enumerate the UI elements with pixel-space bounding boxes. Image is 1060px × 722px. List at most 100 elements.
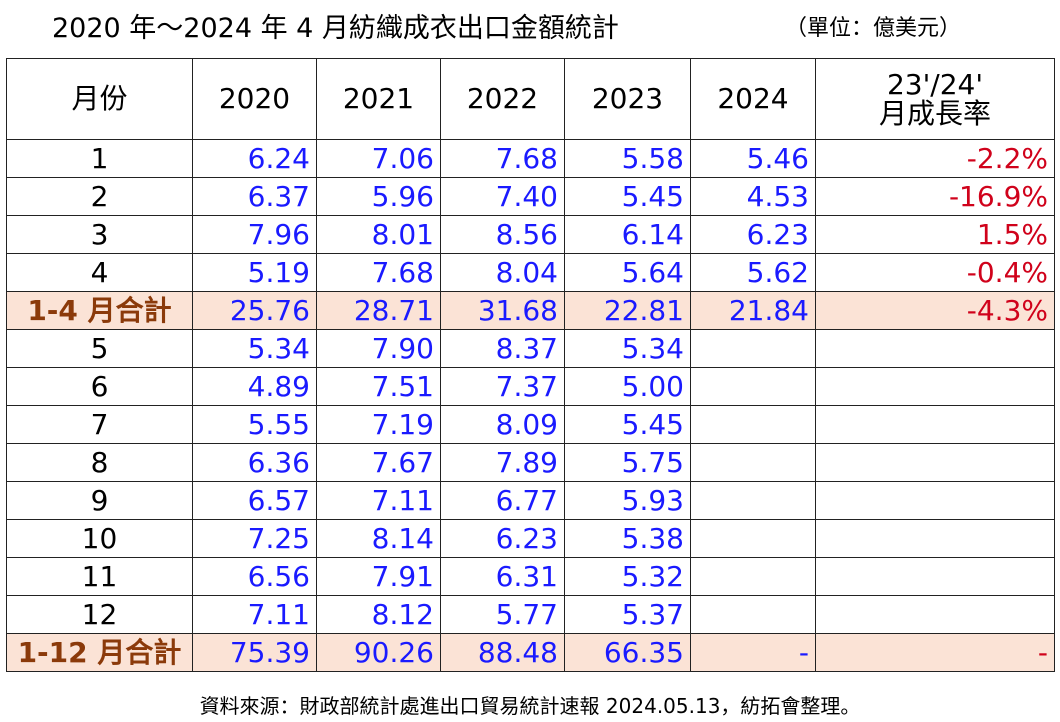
month-cell: 4 [6,253,193,292]
month-row: 2 6.37 5.96 7.40 5.45 4.53 -16.9% [6,177,1055,216]
value-cell: 7.19 [316,405,441,444]
month-row: 6 4.89 7.51 7.37 5.00 [6,367,1055,406]
value-cell: 5.77 [440,595,565,634]
total-row: 1-4 月合計 25.76 28.71 31.68 22.81 21.84 -4.3% [6,291,1055,330]
source-note: 資料來源：財政部統計處進出口貿易統計速報 2024.05.13，紡拓會整理。 [199,694,861,718]
month-cell: 1-12 月合計 [6,633,193,672]
value-cell: 6.23 [440,519,565,558]
month-row: 5 5.34 7.90 8.37 5.34 [6,329,1055,368]
value-cell: 6.57 [192,481,317,520]
month-cell: 9 [6,481,193,520]
value-cell: 25.76 [192,291,317,330]
value-cell: 7.37 [440,367,565,406]
value-cell: 6.31 [440,557,565,596]
growth-cell [815,557,1055,596]
header-line: 月成長率 [878,97,991,130]
value-cell: 7.68 [316,253,441,292]
value-cell: 8.12 [316,595,441,634]
growth-cell [815,519,1055,558]
growth-cell: -2.2% [815,139,1055,178]
value-cell: 5.46 [690,139,816,178]
growth-cell: - [815,633,1055,672]
month-cell: 12 [6,595,193,634]
value-cell: 66.35 [564,633,691,672]
value-cell: 6.37 [192,177,317,216]
growth-cell [815,595,1055,634]
value-cell: 7.11 [316,481,441,520]
value-cell: 7.89 [440,443,565,482]
value-cell: - [690,633,816,672]
month-row: 7 5.55 7.19 8.09 5.45 [6,405,1055,444]
unit-note: （單位：億美元） [785,16,962,41]
value-cell: 8.01 [316,215,441,254]
table-body: 1 6.24 7.06 7.68 5.58 5.46 -2.2% 2 6.37 5.96 7.40 5… [6,139,1055,672]
month-row: 11 6.56 7.91 6.31 5.32 [6,557,1055,596]
value-cell: 6.36 [192,443,317,482]
month-row: 9 6.57 7.11 6.77 5.93 [6,481,1055,520]
value-cell: 8.56 [440,215,565,254]
value-cell: 6.14 [564,215,691,254]
growth-cell [815,329,1055,368]
growth-cell [815,481,1055,520]
month-row: 10 7.25 8.14 6.23 5.38 [6,519,1055,558]
value-cell: 5.58 [564,139,691,178]
value-cell: 5.75 [564,443,691,482]
column-header: 月份 [6,58,193,140]
month-cell: 7 [6,405,193,444]
value-cell: 7.96 [192,215,317,254]
month-cell: 8 [6,443,193,482]
value-cell [690,329,816,368]
value-cell [690,595,816,634]
value-cell [690,557,816,596]
month-row: 12 7.11 8.12 5.77 5.37 [6,595,1055,634]
value-cell: 90.26 [316,633,441,672]
value-cell: 7.25 [192,519,317,558]
month-cell: 3 [6,215,193,254]
value-cell: 6.56 [192,557,317,596]
value-cell: 5.45 [564,405,691,444]
export-table: 月份 2020 2021 2022 2023 2024 23'/24' 月成長率 1 6.24 7… [6,58,1055,672]
value-cell: 8.04 [440,253,565,292]
growth-cell [815,405,1055,444]
month-cell: 1-4 月合計 [6,291,193,330]
month-cell: 10 [6,519,193,558]
table-head: 月份 2020 2021 2022 2023 2024 23'/24' 月成長率 [6,58,1055,140]
value-cell: 5.37 [564,595,691,634]
value-cell: 5.19 [192,253,317,292]
value-cell [690,519,816,558]
value-cell: 6.77 [440,481,565,520]
value-cell: 5.64 [564,253,691,292]
month-row: 8 6.36 7.67 7.89 5.75 [6,443,1055,482]
value-cell: 5.34 [192,329,317,368]
value-cell: 5.55 [192,405,317,444]
growth-cell: -16.9% [815,177,1055,216]
growth-cell [815,443,1055,482]
value-cell [690,367,816,406]
value-cell: 4.89 [192,367,317,406]
value-cell: 8.37 [440,329,565,368]
value-cell: 28.71 [316,291,441,330]
value-cell: 22.81 [564,291,691,330]
column-header: 2021 [316,58,441,140]
month-row: 3 7.96 8.01 8.56 6.14 6.23 1.5% [6,215,1055,254]
value-cell [690,481,816,520]
value-cell: 5.93 [564,481,691,520]
growth-cell [815,367,1055,406]
header-row: 月份 2020 2021 2022 2023 2024 23'/24' 月成長率 [6,58,1055,140]
value-cell: 5.00 [564,367,691,406]
month-row: 4 5.19 7.68 8.04 5.64 5.62 -0.4% [6,253,1055,292]
value-cell: 8.09 [440,405,565,444]
value-cell: 5.62 [690,253,816,292]
value-cell: 4.53 [690,177,816,216]
value-cell: 6.24 [192,139,317,178]
value-cell [690,443,816,482]
column-header: 2023 [564,58,691,140]
value-cell: 6.23 [690,215,816,254]
month-cell: 5 [6,329,193,368]
column-header: 2022 [440,58,565,140]
month-cell: 11 [6,557,193,596]
title: 2020 年～2024 年 4 月紡織成衣出口金額統計 [52,13,619,44]
month-cell: 1 [6,139,193,178]
value-cell [690,405,816,444]
